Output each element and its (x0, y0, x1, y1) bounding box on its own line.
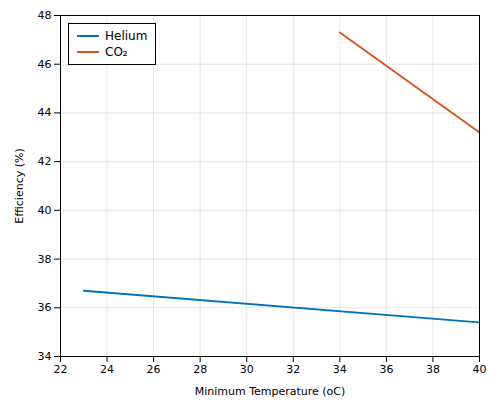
svg-text:34: 34 (38, 350, 52, 363)
svg-text:32: 32 (286, 363, 300, 376)
svg-text:30: 30 (240, 363, 254, 376)
html-text:Helium: Helium (105, 29, 148, 43)
svg-text:40: 40 (473, 363, 487, 376)
html-text:CO₂: CO₂ (105, 45, 128, 60)
svg-text:36: 36 (379, 363, 393, 376)
svg-text:28: 28 (193, 363, 207, 376)
svg-text:26: 26 (147, 363, 161, 376)
svg-text:44: 44 (38, 106, 52, 119)
svg-text:46: 46 (38, 58, 52, 71)
svg-text:40: 40 (38, 204, 52, 217)
svg-text:24: 24 (100, 363, 114, 376)
svg-text:42: 42 (38, 155, 52, 168)
svg-text:34: 34 (333, 363, 347, 376)
svg-text:48: 48 (38, 9, 52, 22)
svg-text:Minimum Temperature (oC): Minimum Temperature (oC) (195, 385, 346, 398)
svg-text:Efficiency (%): Efficiency (%) (13, 148, 26, 224)
svg-text:38: 38 (38, 253, 52, 266)
svg-text:36: 36 (38, 301, 52, 314)
svg-text:22: 22 (54, 363, 68, 376)
svg-text:38: 38 (426, 363, 440, 376)
